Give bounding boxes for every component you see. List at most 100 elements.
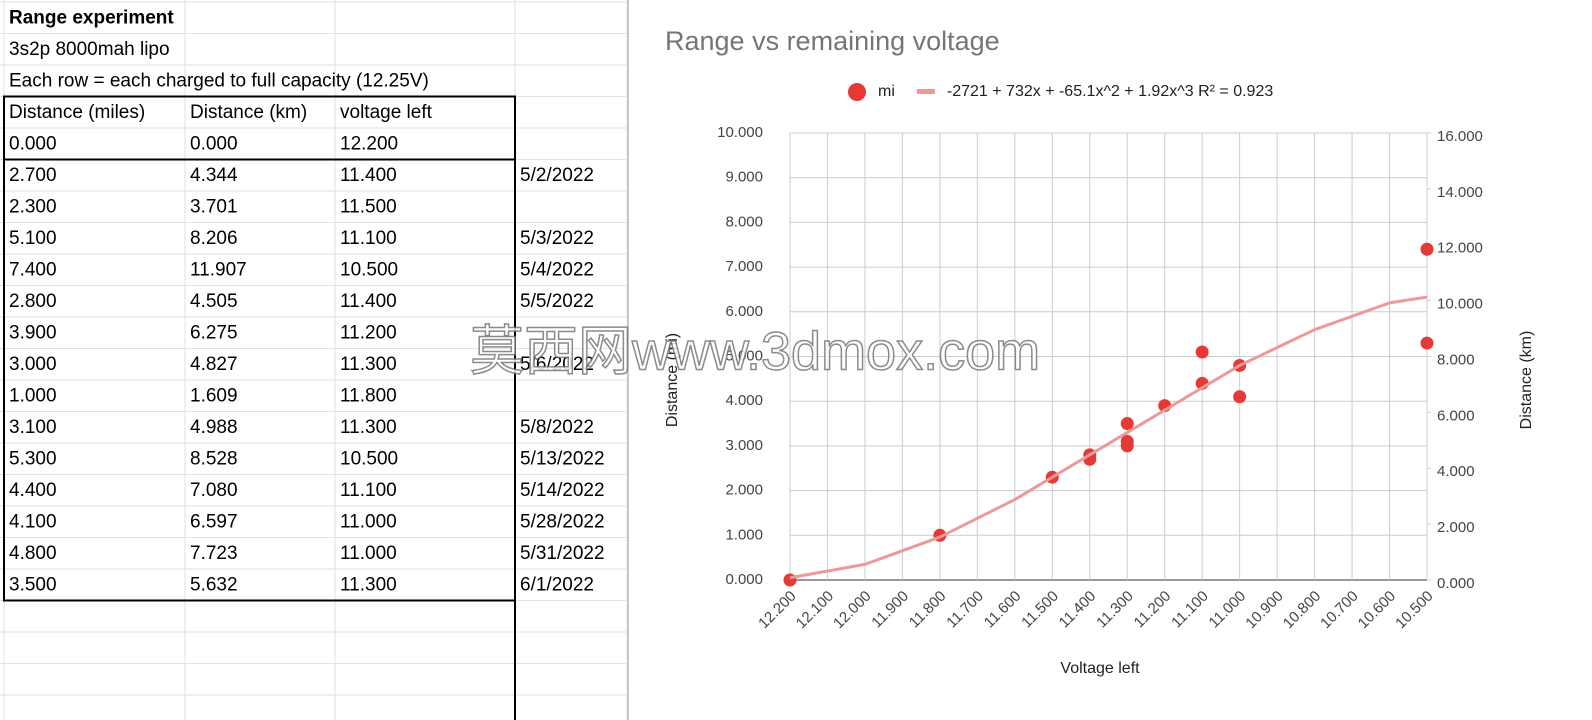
chart-title: Range vs remaining voltage (665, 26, 1000, 56)
y2-tick-label: 16.000 (1437, 128, 1483, 145)
trendline (789, 295, 1428, 580)
cell-text: 11.500 (340, 197, 397, 218)
y2-tick-label: 6.000 (1437, 407, 1475, 424)
cell-text: 11.200 (340, 323, 397, 344)
data-point (1420, 336, 1434, 350)
cell-text: 11.800 (340, 386, 397, 407)
cell-text: 5.300 (9, 449, 57, 470)
cell-text: 3.100 (9, 417, 57, 438)
cell-text: 6.275 (190, 323, 238, 344)
legend-swatch (848, 83, 866, 101)
cell-text: 5.100 (9, 228, 57, 249)
y-tick-label: 5.000 (725, 347, 763, 364)
cell-text: 5/3/2022 (520, 228, 594, 249)
cell-text: 10.500 (340, 260, 398, 281)
cell-text: voltage left (340, 102, 433, 123)
cell-text: 0.000 (9, 134, 57, 155)
cell-text: 11.100 (340, 480, 397, 501)
cell-text: 3.900 (9, 323, 57, 344)
y-tick-label: 3.000 (725, 437, 763, 454)
cell-text: 0.000 (190, 134, 238, 155)
cell-text: 2.700 (9, 165, 57, 186)
y-tick-label: 2.000 (725, 482, 763, 499)
data-point (1420, 242, 1434, 256)
legend-swatch[interactable] (916, 89, 935, 94)
y-tick-label: 0.000 (725, 571, 763, 588)
cell-text: 8.206 (190, 228, 238, 249)
cell-text: 7.723 (190, 543, 238, 564)
cell-text: 5/28/2022 (520, 512, 605, 533)
cell-text: 11.400 (340, 165, 397, 186)
y2-axis-title: Distance (km) (1518, 331, 1535, 430)
cell-text: 4.100 (9, 512, 57, 533)
y2-tick-label: 2.000 (1437, 519, 1475, 536)
table-border (3, 95, 516, 602)
cell-text: 3.701 (190, 197, 238, 218)
cell-text: 3.000 (9, 354, 57, 375)
y-tick-label: 9.000 (725, 169, 763, 186)
data-point (1195, 345, 1209, 359)
cell-text: 4.400 (9, 480, 57, 501)
y2-tick-label: 12.000 (1437, 240, 1483, 257)
cell-text: Distance (miles) (9, 102, 145, 123)
y-tick-label: 7.000 (725, 258, 763, 275)
y-tick-label: 8.000 (725, 213, 763, 230)
cell-text: 3.500 (9, 575, 57, 596)
cell-text: 12.200 (340, 134, 398, 155)
cell-text: 5.632 (190, 575, 238, 596)
data-point (1120, 417, 1134, 431)
cell-text: 11.300 (340, 354, 397, 375)
cell-text: 11.300 (340, 575, 397, 596)
cell-text: 4.344 (190, 165, 238, 186)
spreadsheet: Range experiment 3s2p 8000mah lipo Each ro… (0, 0, 628, 720)
cell-text: 7.080 (190, 480, 238, 501)
y2-tick-label: 10.000 (1437, 296, 1483, 313)
cell-text: Each row = each charged to full capacity… (9, 71, 429, 92)
cell-text: 1.000 (9, 386, 57, 407)
cell-text: 4.800 (9, 543, 57, 564)
y-tick-label: 1.000 (725, 526, 763, 543)
y2-tick-label: 0.000 (1437, 575, 1475, 592)
cell-text: 11.000 (340, 543, 397, 564)
cell-text: 2.800 (9, 291, 57, 312)
cell-text: 11.100 (340, 228, 397, 249)
cell-text: 4.505 (190, 291, 238, 312)
cell-text: 8.528 (190, 449, 238, 470)
cell-text: 7.400 (9, 260, 57, 281)
y-tick-label: 4.000 (725, 392, 763, 409)
data-point (1120, 434, 1134, 448)
cell-text: 5/13/2022 (520, 449, 605, 470)
cell-text: 5/2/2022 (520, 165, 594, 186)
cell-text: 4.827 (190, 354, 238, 375)
cell-text: 11.000 (340, 512, 397, 533)
cell-text: 2.300 (9, 197, 57, 218)
cell-text: 5/5/2022 (520, 291, 594, 312)
cell-text: 4.988 (190, 417, 238, 438)
cell-text: 5/6/2022 (520, 354, 594, 375)
legend-label[interactable]: -2721 + 732x + -65.1x^2 + 1.92x^3 R² = 0… (947, 83, 1273, 100)
y-tick-label: 10.000 (717, 124, 763, 141)
y2-tick-label: 4.000 (1437, 463, 1475, 480)
cell-text: Distance (km) (190, 102, 307, 123)
watermark: 莫西网www.3dmox.com (470, 321, 1040, 381)
y2-tick-label: 8.000 (1437, 351, 1475, 368)
x-axis-title: Voltage left (1060, 660, 1140, 677)
cell-text: 11.400 (340, 291, 397, 312)
legend-label[interactable]: mi (878, 83, 895, 100)
cell-text: 10.500 (340, 449, 398, 470)
data-point (1233, 390, 1247, 404)
cell-text: 6/1/2022 (520, 575, 594, 596)
cell-text: 5/8/2022 (520, 417, 594, 438)
cell-text: 1.609 (190, 386, 238, 407)
y-tick-label: 6.000 (725, 303, 763, 320)
cell-text: 5/31/2022 (520, 543, 605, 564)
y-axis-title: Distance (mi) (664, 333, 681, 427)
cell-text: 11.907 (190, 260, 247, 281)
cell-text: Range experiment (9, 8, 174, 29)
cell-text: 3s2p 8000mah lipo (9, 39, 170, 60)
cell-text: 5/14/2022 (520, 480, 605, 501)
cell-text: 5/4/2022 (520, 260, 594, 281)
y2-tick-label: 14.000 (1437, 184, 1483, 201)
cell-text: 11.300 (340, 417, 397, 438)
